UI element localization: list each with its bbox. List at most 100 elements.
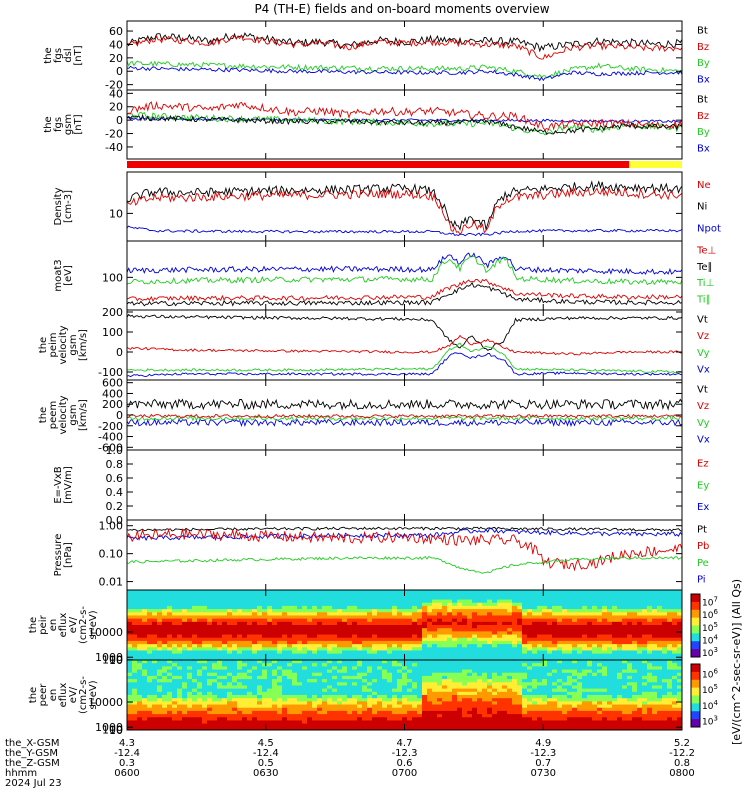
legend-label: Vy xyxy=(697,348,710,359)
legend-label: Pi xyxy=(697,575,706,586)
y-tick-label: 0.6 xyxy=(106,472,124,485)
y-axis-label: velocity xyxy=(58,395,69,434)
legend-label: Vt xyxy=(697,315,708,326)
footer-value: 0.8 xyxy=(674,758,690,769)
y-axis-label: eV/ xyxy=(68,686,79,703)
footer-value: 5.2 xyxy=(674,738,690,749)
y-tick-label: 200 xyxy=(102,306,123,319)
colorbar-tick-label: 106 xyxy=(702,667,718,680)
footer-value: 0.5 xyxy=(258,758,274,769)
footer-value: 0.7 xyxy=(535,758,551,769)
legend-label: Ez xyxy=(697,458,709,469)
panel-efield: 1.00.80.60.40.20.0 E=-VxB [mV/m] Ez Ey Ex xyxy=(53,444,709,527)
y-axis-label: the xyxy=(28,617,39,633)
colorbar-tick-label: 105 xyxy=(702,621,718,634)
colorbar-swatch xyxy=(691,719,700,728)
y-tick-label: 1000 xyxy=(95,721,123,734)
y-tick-label: 100 xyxy=(102,271,123,284)
y-tick-label: -400 xyxy=(98,431,123,444)
y-tick-label: 60 xyxy=(109,25,123,38)
legend-label: Bz xyxy=(697,42,709,53)
spectrogram-peer_eflux xyxy=(127,660,682,730)
y-axis-label: dsl xyxy=(63,48,74,62)
colorbar-tick-label: 104 xyxy=(702,699,718,712)
series-line-vx xyxy=(127,352,682,378)
footer-value: 0.6 xyxy=(397,758,413,769)
y-tick-label: 20 xyxy=(109,52,123,65)
y-tick-label: 0.8 xyxy=(106,458,124,471)
y-axis-label: sr-eV) xyxy=(88,680,99,709)
legend-label: Vy xyxy=(697,418,710,429)
footer-value: 0800 xyxy=(669,768,694,779)
panel-peim_velocity: 200 100 0 -100 the peim velocity gsm [km/s] Vt Vz V… xyxy=(38,306,710,381)
series-line-pt xyxy=(127,526,682,532)
y-tick-label: 100 xyxy=(102,724,123,737)
legend-label: Ni xyxy=(697,202,707,213)
y-axis-label: peer xyxy=(38,683,49,707)
colorbar-swatch xyxy=(691,609,700,619)
series-line-npot xyxy=(127,225,682,237)
y-tick-label: 0 xyxy=(116,346,123,359)
y-axis-label: E=-VxB xyxy=(53,466,64,503)
y-tick-label: 0.4 xyxy=(106,486,124,499)
colorbar-tick-label: 104 xyxy=(702,633,718,646)
y-axis-label: the xyxy=(38,407,49,423)
series-line-te xyxy=(127,278,682,303)
y-tick-label: 400 xyxy=(102,387,123,400)
panel-frame xyxy=(126,240,683,311)
y-axis-label: (cm2-s- xyxy=(78,676,89,714)
y-tick-label: 0 xyxy=(116,65,123,78)
y-axis-label: the xyxy=(28,687,39,703)
footer-value: -12.2 xyxy=(669,748,695,759)
y-axis-label: eflux xyxy=(58,613,69,638)
series-line-ti xyxy=(127,255,682,286)
panel-pressure: 1.00 0.10 0.01 Pressure [nPa] Pt Pb Pe Pi xyxy=(53,519,709,591)
colorbar-swatch xyxy=(691,649,700,658)
y-axis-label: (cm2-s- xyxy=(78,606,89,644)
footer-value: -12.3 xyxy=(530,748,556,759)
y-axis-label: the xyxy=(43,116,54,132)
y-axis-label: fgs xyxy=(53,48,64,63)
panel-frame xyxy=(126,309,683,381)
y-axis-label: the xyxy=(38,337,49,353)
legend-label: Te∥ xyxy=(696,262,713,273)
y-tick-label: 40 xyxy=(109,87,123,100)
y-tick-label: 0.01 xyxy=(99,576,124,589)
y-axis-label: peem xyxy=(48,401,59,429)
series-line-vx xyxy=(127,418,682,428)
colorbar-label: [eV/(cm^2-sec-sr-eV)] (All Qs) xyxy=(730,579,743,745)
series-line-vy xyxy=(127,415,682,422)
y-tick-label: 0.2 xyxy=(106,500,124,513)
legend-label: Ex xyxy=(697,502,709,513)
panel-frame xyxy=(126,449,683,521)
series-line-pb xyxy=(127,528,682,572)
y-tick-label: -20 xyxy=(105,79,123,92)
y-axis-label: [nT] xyxy=(73,114,84,134)
panel-temperature: 100 moat3 [eV] Te⊥ Te∥ Ti⊥ Ti∥ xyxy=(53,240,716,311)
y-tick-label: 600 xyxy=(102,377,123,390)
panel-density: 10 Density [cm-3] Ne Ni Npot xyxy=(53,171,721,242)
series-line-ni xyxy=(127,180,682,231)
series-line-pe xyxy=(127,555,682,574)
y-tick-label: 10 xyxy=(109,654,123,667)
panel-frame xyxy=(126,20,683,91)
colorbar-tick-label: 103 xyxy=(702,715,718,728)
y-axis-label: sr-eV) xyxy=(88,610,99,639)
series-line-by xyxy=(127,111,682,136)
y-tick-label: 20 xyxy=(109,101,123,114)
mode-bar-segment xyxy=(127,161,630,168)
series-line-by xyxy=(127,60,682,79)
colorbar-swatch xyxy=(691,711,700,720)
legend-label: Pe xyxy=(697,558,709,569)
y-tick-label: 0.0 xyxy=(106,514,124,527)
series-line-vt xyxy=(127,313,682,351)
y-tick-label: 100 xyxy=(102,326,123,339)
series-line-ne xyxy=(127,186,682,235)
y-axis-label: gsm xyxy=(68,404,79,425)
legend-label: Vx xyxy=(697,435,710,446)
y-tick-label: 40 xyxy=(109,38,123,51)
